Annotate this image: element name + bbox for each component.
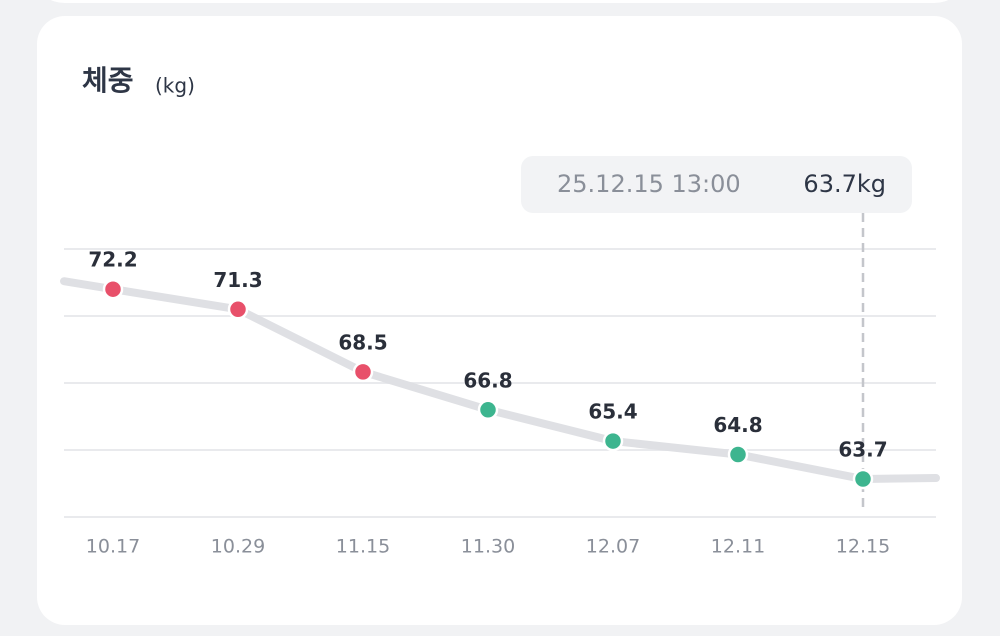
point (227, 299, 249, 320)
card (37, 16, 962, 625)
data-label: 64.8 (713, 413, 762, 437)
previous-card (50, 0, 949, 3)
data-label: 66.8 (463, 368, 512, 392)
chart-title: 체중 (82, 64, 134, 97)
data-label: 63.7 (838, 438, 887, 462)
plot: 72.2 10.17 71.3 10.29 68.5 11.15 66.8 11.30 65.4… (60, 156, 940, 558)
point (352, 361, 374, 383)
data-label: 68.5 (338, 330, 387, 354)
point (477, 399, 499, 421)
point (852, 468, 874, 490)
data-label: 72.2 (88, 248, 137, 272)
tooltip-value: 63.7kg (803, 170, 886, 198)
line-edge (859, 474, 940, 484)
data-label: 65.4 (588, 400, 637, 424)
unit: (kg) (155, 74, 195, 98)
x-tick-label: 11.30 (461, 536, 515, 558)
x-tick-label: 12.07 (586, 536, 640, 558)
x-tick-label: 12.11 (711, 536, 765, 558)
point (602, 430, 624, 452)
x-tick-label: 10.29 (211, 536, 265, 558)
data-label: 71.3 (213, 268, 262, 292)
x-tick-label: 10.17 (86, 536, 140, 558)
tooltip-box (521, 156, 912, 213)
x-tick-label: 11.15 (336, 536, 390, 558)
point (102, 278, 124, 300)
point (727, 444, 749, 465)
tooltip-datetime: 25.12.15 13:00 (557, 170, 741, 198)
x-tick-label: 12.15 (836, 536, 890, 558)
